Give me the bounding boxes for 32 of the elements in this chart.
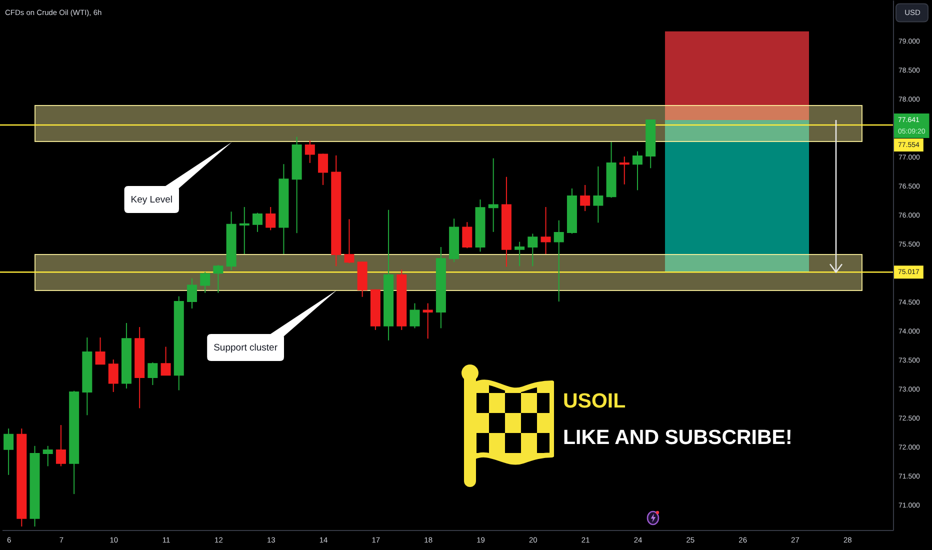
candlestick	[528, 233, 538, 267]
candlestick	[4, 428, 14, 476]
candlestick	[108, 359, 118, 392]
candlestick	[200, 271, 210, 294]
candlestick	[239, 206, 250, 254]
candlestick	[554, 220, 564, 302]
candlestick	[514, 241, 525, 267]
annotation: Support cluster	[214, 342, 278, 354]
candlestick	[422, 302, 433, 340]
candlestick	[344, 218, 354, 264]
candlestick	[304, 140, 315, 164]
candlestick	[580, 184, 590, 212]
candlestick	[266, 206, 276, 231]
candlestick	[488, 158, 498, 232]
candlestick	[95, 336, 106, 365]
candlestick	[540, 206, 551, 254]
candlestick	[318, 153, 328, 186]
candlestick	[56, 424, 66, 467]
candlestick	[148, 362, 158, 386]
candlestick	[252, 212, 263, 232]
candlestick	[410, 302, 420, 329]
candlestick	[593, 166, 604, 224]
candlestick	[632, 150, 642, 191]
candlestick	[213, 264, 224, 294]
candlestick	[186, 278, 197, 309]
candlestick	[462, 222, 472, 249]
candlestick	[42, 445, 53, 467]
annotation: USOIL	[563, 390, 626, 412]
candlestick	[619, 156, 630, 185]
candlestick	[160, 346, 171, 376]
annotation: LIKE AND SUBSCRIBE!	[563, 426, 792, 449]
annotation: Key Level	[130, 194, 173, 206]
